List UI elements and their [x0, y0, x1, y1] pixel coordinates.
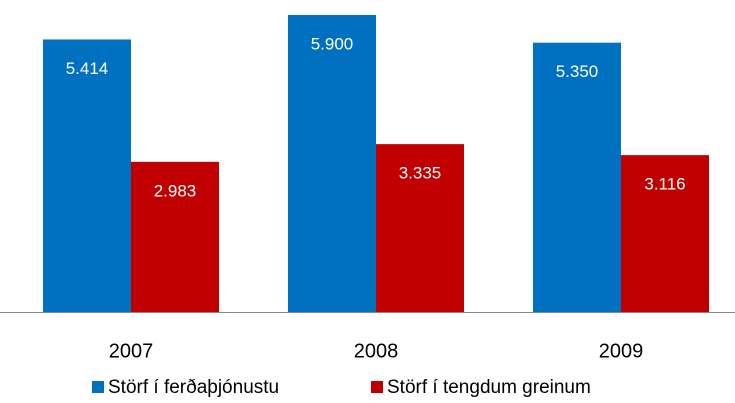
bar: [131, 161, 219, 312]
bar: [621, 155, 709, 312]
legend-swatch: [371, 381, 383, 393]
data-label: 5.414: [66, 59, 109, 78]
legend-label: Störf í tengdum greinum: [387, 377, 591, 398]
x-tick-label: 2009: [599, 340, 644, 362]
data-label: 5.350: [556, 62, 599, 81]
bar: [376, 144, 464, 312]
bar: [288, 15, 376, 312]
x-tick-label: 2008: [354, 340, 399, 362]
bar: [533, 42, 621, 313]
x-tick-label: 2007: [109, 340, 154, 362]
legend-label: Störf í ferðaþjónustu: [108, 377, 279, 398]
data-label: 5.900: [311, 34, 354, 53]
bar: [43, 39, 131, 312]
data-label: 3.335: [399, 164, 442, 183]
legend-swatch: [92, 381, 104, 393]
data-label: 2.983: [154, 181, 197, 200]
data-label: 3.116: [644, 175, 685, 194]
